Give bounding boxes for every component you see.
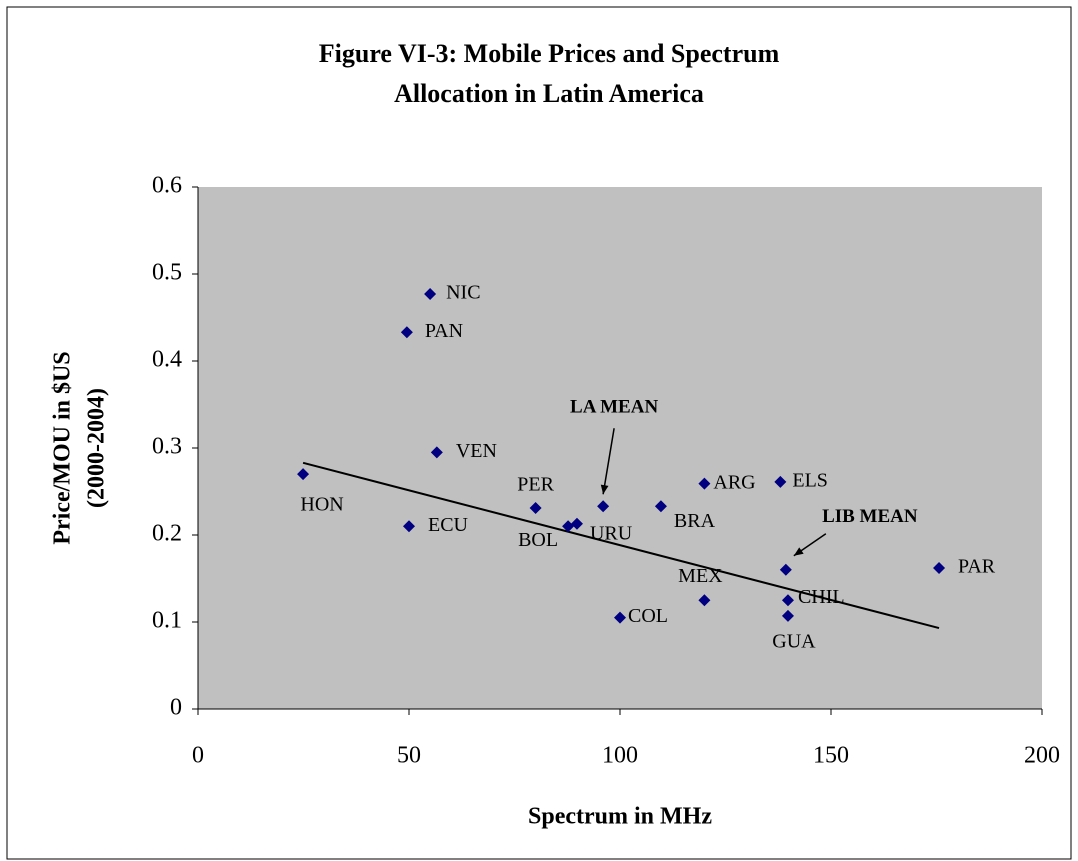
point bbox=[562, 520, 575, 533]
x-tick-label: 100 bbox=[602, 743, 638, 769]
x-tick-label: 0 bbox=[192, 743, 204, 769]
y-tick-label: 0.1 bbox=[152, 608, 182, 634]
point bbox=[297, 468, 310, 481]
y-tick-label: 0.3 bbox=[152, 434, 182, 460]
point bbox=[424, 288, 437, 301]
point bbox=[774, 475, 787, 488]
y-axis-title-group: Price/MOU in $US (2000-2004) bbox=[50, 351, 110, 544]
point bbox=[781, 594, 794, 607]
y-axis-title: Price/MOU in $US bbox=[50, 351, 76, 544]
point-label: HON bbox=[300, 494, 343, 516]
arrow bbox=[602, 428, 615, 495]
point-label: ECU bbox=[428, 514, 469, 536]
point-label: LIB MEAN bbox=[822, 506, 918, 527]
point-label: COL bbox=[628, 605, 668, 627]
arrow-head bbox=[600, 484, 609, 495]
point bbox=[597, 500, 610, 513]
point bbox=[654, 500, 667, 513]
chart-title: Allocation in Latin America bbox=[394, 79, 704, 108]
point bbox=[400, 326, 413, 339]
y-tick-label: 0.2 bbox=[152, 521, 182, 547]
point-label: MEX bbox=[678, 565, 723, 587]
point bbox=[698, 477, 711, 490]
point bbox=[614, 611, 626, 624]
point bbox=[430, 446, 443, 459]
point-label: ARG bbox=[713, 471, 755, 493]
point-label: CHIL bbox=[798, 586, 845, 608]
point bbox=[698, 594, 711, 607]
x-tick-label: 50 bbox=[397, 743, 421, 769]
point-label: URU bbox=[590, 522, 633, 544]
point-label: NIC bbox=[446, 282, 480, 304]
plot-area bbox=[198, 187, 1042, 709]
point bbox=[403, 520, 415, 533]
x-axis-title: Spectrum in MHz bbox=[528, 804, 712, 830]
chart-title: Figure VI-3: Mobile Prices and Spectrum bbox=[319, 39, 780, 68]
point bbox=[779, 563, 792, 576]
point-label: PAN bbox=[425, 320, 463, 342]
x-tick-label: 150 bbox=[813, 743, 849, 769]
arrow-head bbox=[793, 547, 804, 556]
point-label: PAR bbox=[958, 556, 996, 578]
point bbox=[781, 609, 794, 622]
point-label: LA MEAN bbox=[570, 397, 658, 418]
y-tick-label: 0.6 bbox=[152, 173, 182, 199]
point bbox=[570, 517, 583, 530]
point-label: BOL bbox=[518, 529, 558, 551]
point bbox=[529, 502, 542, 515]
y-tick-label: 0 bbox=[170, 695, 182, 721]
y-tick-label: 0.5 bbox=[152, 260, 182, 286]
point-label: GUA bbox=[772, 631, 816, 653]
y-axis-title: (2000-2004) bbox=[84, 388, 110, 508]
y-tick-label: 0.4 bbox=[152, 347, 182, 373]
point-label: BRA bbox=[674, 510, 716, 532]
trendline bbox=[302, 461, 940, 630]
point bbox=[933, 562, 946, 575]
point-label: PER bbox=[517, 474, 554, 496]
point-label: VEN bbox=[456, 440, 497, 462]
x-tick-label: 200 bbox=[1024, 743, 1060, 769]
point-label: ELS bbox=[792, 470, 828, 492]
